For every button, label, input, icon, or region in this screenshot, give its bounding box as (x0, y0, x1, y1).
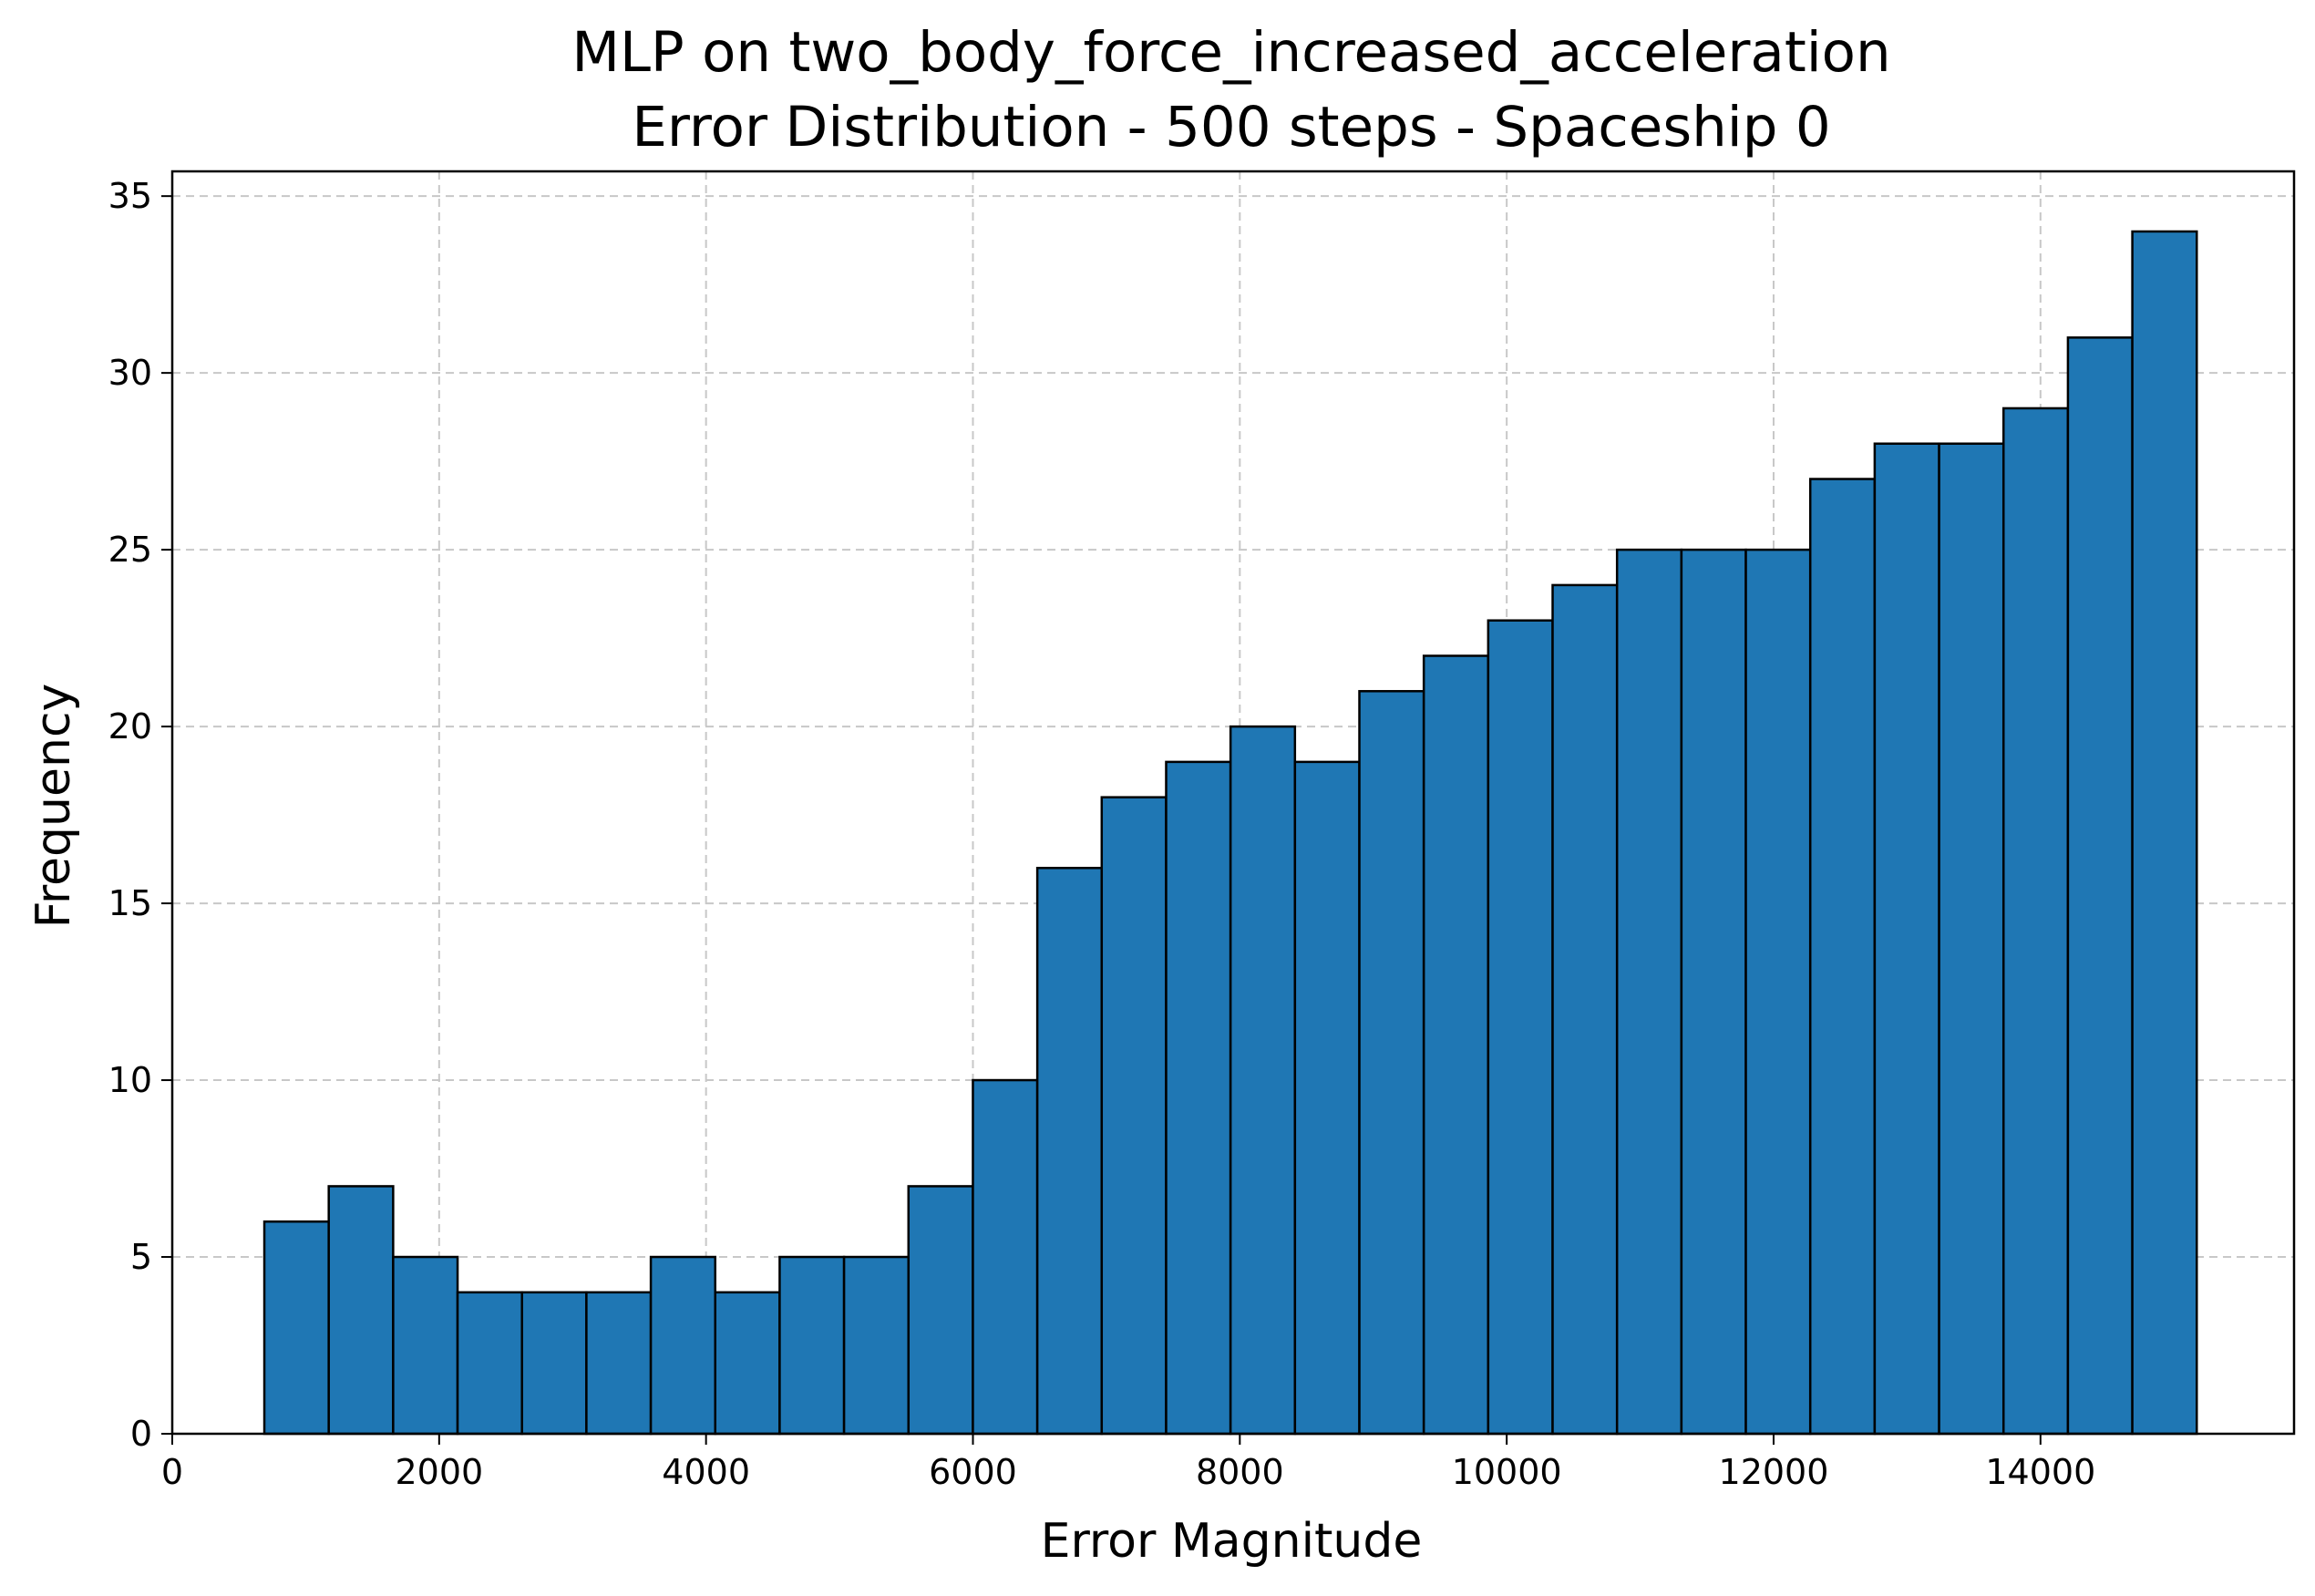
histogram-bar (1938, 442, 2005, 1436)
histogram-bar (1100, 796, 1168, 1436)
chart-title-line-1: MLP on two_body_force_increased_accelera… (571, 20, 1890, 85)
histogram-bar (2001, 407, 2070, 1436)
x-tick-label: 0 (161, 1452, 183, 1492)
y-tick-label: 15 (108, 883, 152, 923)
histogram-bar (1615, 548, 1683, 1436)
x-tick-label: 14000 (1985, 1452, 2095, 1492)
x-axis-label: Error Magnitude (1041, 1514, 1423, 1569)
y-axis-ticks: 0 5 10 15 20 25 30 35 (108, 176, 172, 1454)
histogram-bar (2066, 336, 2134, 1436)
histogram-bar (327, 1185, 395, 1436)
histogram-bar (778, 1255, 846, 1436)
histogram-bar (1422, 654, 1490, 1436)
histogram-bar (585, 1291, 653, 1436)
x-tick-label: 10000 (1452, 1452, 1562, 1492)
histogram-bar (1873, 442, 1940, 1436)
histogram-bar (842, 1255, 911, 1436)
histogram-bar (520, 1291, 588, 1436)
histogram-bar (1744, 548, 1812, 1436)
x-tick-label: 8000 (1196, 1452, 1284, 1492)
chart-title-line-2: Error Distribution - 500 steps - Spacesh… (632, 95, 1830, 160)
histogram-bar (1808, 478, 1877, 1436)
histogram-bar (392, 1255, 459, 1436)
y-tick-label: 25 (108, 530, 152, 570)
histogram-bar (907, 1185, 974, 1436)
histogram-bar (972, 1078, 1039, 1436)
plot-area-frame (170, 170, 2296, 1436)
histogram-bar (649, 1255, 716, 1436)
y-tick-label: 5 (130, 1237, 152, 1277)
histogram-bar (1680, 548, 1747, 1436)
histogram-bar (1293, 760, 1361, 1436)
histogram-bar (1229, 725, 1297, 1436)
histogram-bar (1035, 867, 1104, 1436)
y-tick-label: 30 (108, 353, 152, 393)
x-axis-ticks: 0 2000 4000 6000 8000 10000 12000 14000 (161, 1434, 2095, 1492)
y-tick-label: 0 (130, 1414, 152, 1454)
x-tick-label: 4000 (662, 1452, 750, 1492)
histogram-bar (1487, 619, 1554, 1436)
histogram-bar (714, 1291, 781, 1436)
y-tick-label: 20 (108, 706, 152, 747)
x-tick-label: 12000 (1719, 1452, 1829, 1492)
x-tick-label: 6000 (929, 1452, 1017, 1492)
y-axis-label: Frequency (26, 684, 81, 929)
x-tick-label: 2000 (395, 1452, 483, 1492)
histogram-bar (456, 1291, 523, 1436)
histogram-bar (1551, 583, 1619, 1436)
y-tick-label: 35 (108, 176, 152, 216)
histogram-bar (262, 1220, 330, 1436)
histogram-bar (1358, 690, 1425, 1436)
y-tick-label: 10 (108, 1060, 152, 1100)
histogram-bars (262, 230, 2198, 1436)
histogram-bar (1165, 760, 1232, 1436)
histogram-bar (2131, 230, 2198, 1436)
